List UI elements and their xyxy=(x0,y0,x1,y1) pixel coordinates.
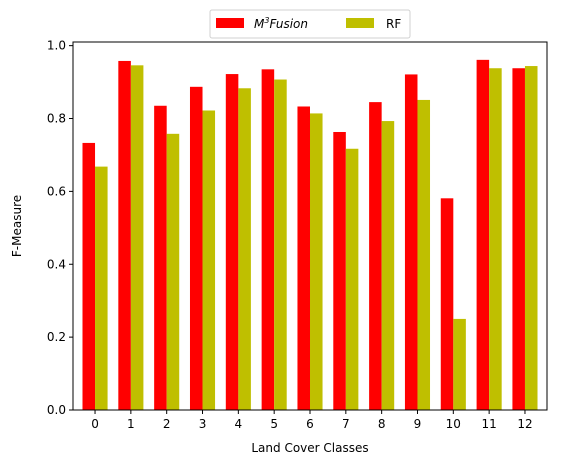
y-tick-label-0.4: 0.4 xyxy=(47,257,66,271)
bar-rf-class-11 xyxy=(489,68,502,410)
bar-rf-class-5 xyxy=(274,79,287,410)
x-axis-label: Land Cover Classes xyxy=(251,441,368,455)
x-tick-label-12: 12 xyxy=(517,417,532,431)
x-tick-label-9: 9 xyxy=(414,417,422,431)
bar-m3fusion-class-7 xyxy=(333,131,346,410)
bar-m3fusion-class-1 xyxy=(118,60,131,410)
bar-rf-class-9 xyxy=(417,99,431,410)
x-tick-label-3: 3 xyxy=(199,417,207,431)
bar-rf-class-10 xyxy=(453,318,466,410)
x-tick-label-10: 10 xyxy=(446,417,461,431)
bar-rf-class-8 xyxy=(381,121,395,411)
legend-swatch-rf xyxy=(346,18,374,28)
y-tick-label-0.6: 0.6 xyxy=(47,184,66,198)
bar-m3fusion-class-12 xyxy=(512,68,525,410)
legend-label-rf: RF xyxy=(386,17,401,31)
bar-m3fusion-class-5 xyxy=(261,69,275,411)
x-tick-label-1: 1 xyxy=(127,417,135,431)
bar-m3fusion-class-0 xyxy=(82,142,96,410)
legend-label-m3fusion: M3Fusion xyxy=(254,16,308,31)
bar-rf-class-4 xyxy=(238,88,251,411)
bar-m3fusion-class-8 xyxy=(369,102,382,411)
bar-m3fusion-class-11 xyxy=(476,59,490,411)
bar-m3fusion-class-3 xyxy=(189,86,203,410)
legend-label-m3fusion-rest: Fusion xyxy=(269,17,308,31)
bar-rf-class-12 xyxy=(524,66,538,411)
bars-group xyxy=(82,59,538,411)
bar-m3fusion-class-2 xyxy=(154,105,167,410)
legend: M3Fusion RF xyxy=(209,9,411,39)
y-axis-ticks: 0.0 0.2 0.4 0.6 0.8 1.0 xyxy=(47,39,73,417)
bar-m3fusion-class-9 xyxy=(404,74,418,410)
x-tick-label-5: 5 xyxy=(270,417,278,431)
x-axis-ticks: 0 1 2 3 4 5 6 7 8 9 10 11 12 xyxy=(91,410,533,431)
y-tick-label-0.8: 0.8 xyxy=(47,112,66,126)
x-tick-label-11: 11 xyxy=(481,417,496,431)
bar-rf-class-6 xyxy=(310,113,323,410)
x-tick-label-2: 2 xyxy=(163,417,171,431)
bar-m3fusion-class-10 xyxy=(440,198,454,410)
x-tick-label-8: 8 xyxy=(378,417,386,431)
bar-m3fusion-class-6 xyxy=(297,106,310,410)
bar-rf-class-2 xyxy=(166,133,180,411)
bar-rf-class-3 xyxy=(202,110,216,410)
x-tick-label-0: 0 xyxy=(91,417,99,431)
legend-label-m3fusion-sup: 3 xyxy=(264,16,269,25)
bar-m3fusion-class-4 xyxy=(225,74,239,411)
bar-rf-class-7 xyxy=(345,148,359,410)
legend-label-m3fusion-base: M xyxy=(254,17,265,31)
x-tick-label-4: 4 xyxy=(235,417,243,431)
y-tick-label-1.0: 1.0 xyxy=(47,39,66,53)
x-tick-label-7: 7 xyxy=(342,417,350,431)
bar-rf-class-1 xyxy=(130,65,144,410)
bar-rf-class-0 xyxy=(95,166,108,410)
y-axis-label: F-Measure xyxy=(10,195,24,257)
y-tick-label-0.0: 0.0 xyxy=(47,403,66,417)
legend-swatch-m3fusion xyxy=(216,18,244,28)
x-tick-label-6: 6 xyxy=(306,417,314,431)
legend-box xyxy=(209,9,411,39)
y-tick-label-0.2: 0.2 xyxy=(47,330,66,344)
